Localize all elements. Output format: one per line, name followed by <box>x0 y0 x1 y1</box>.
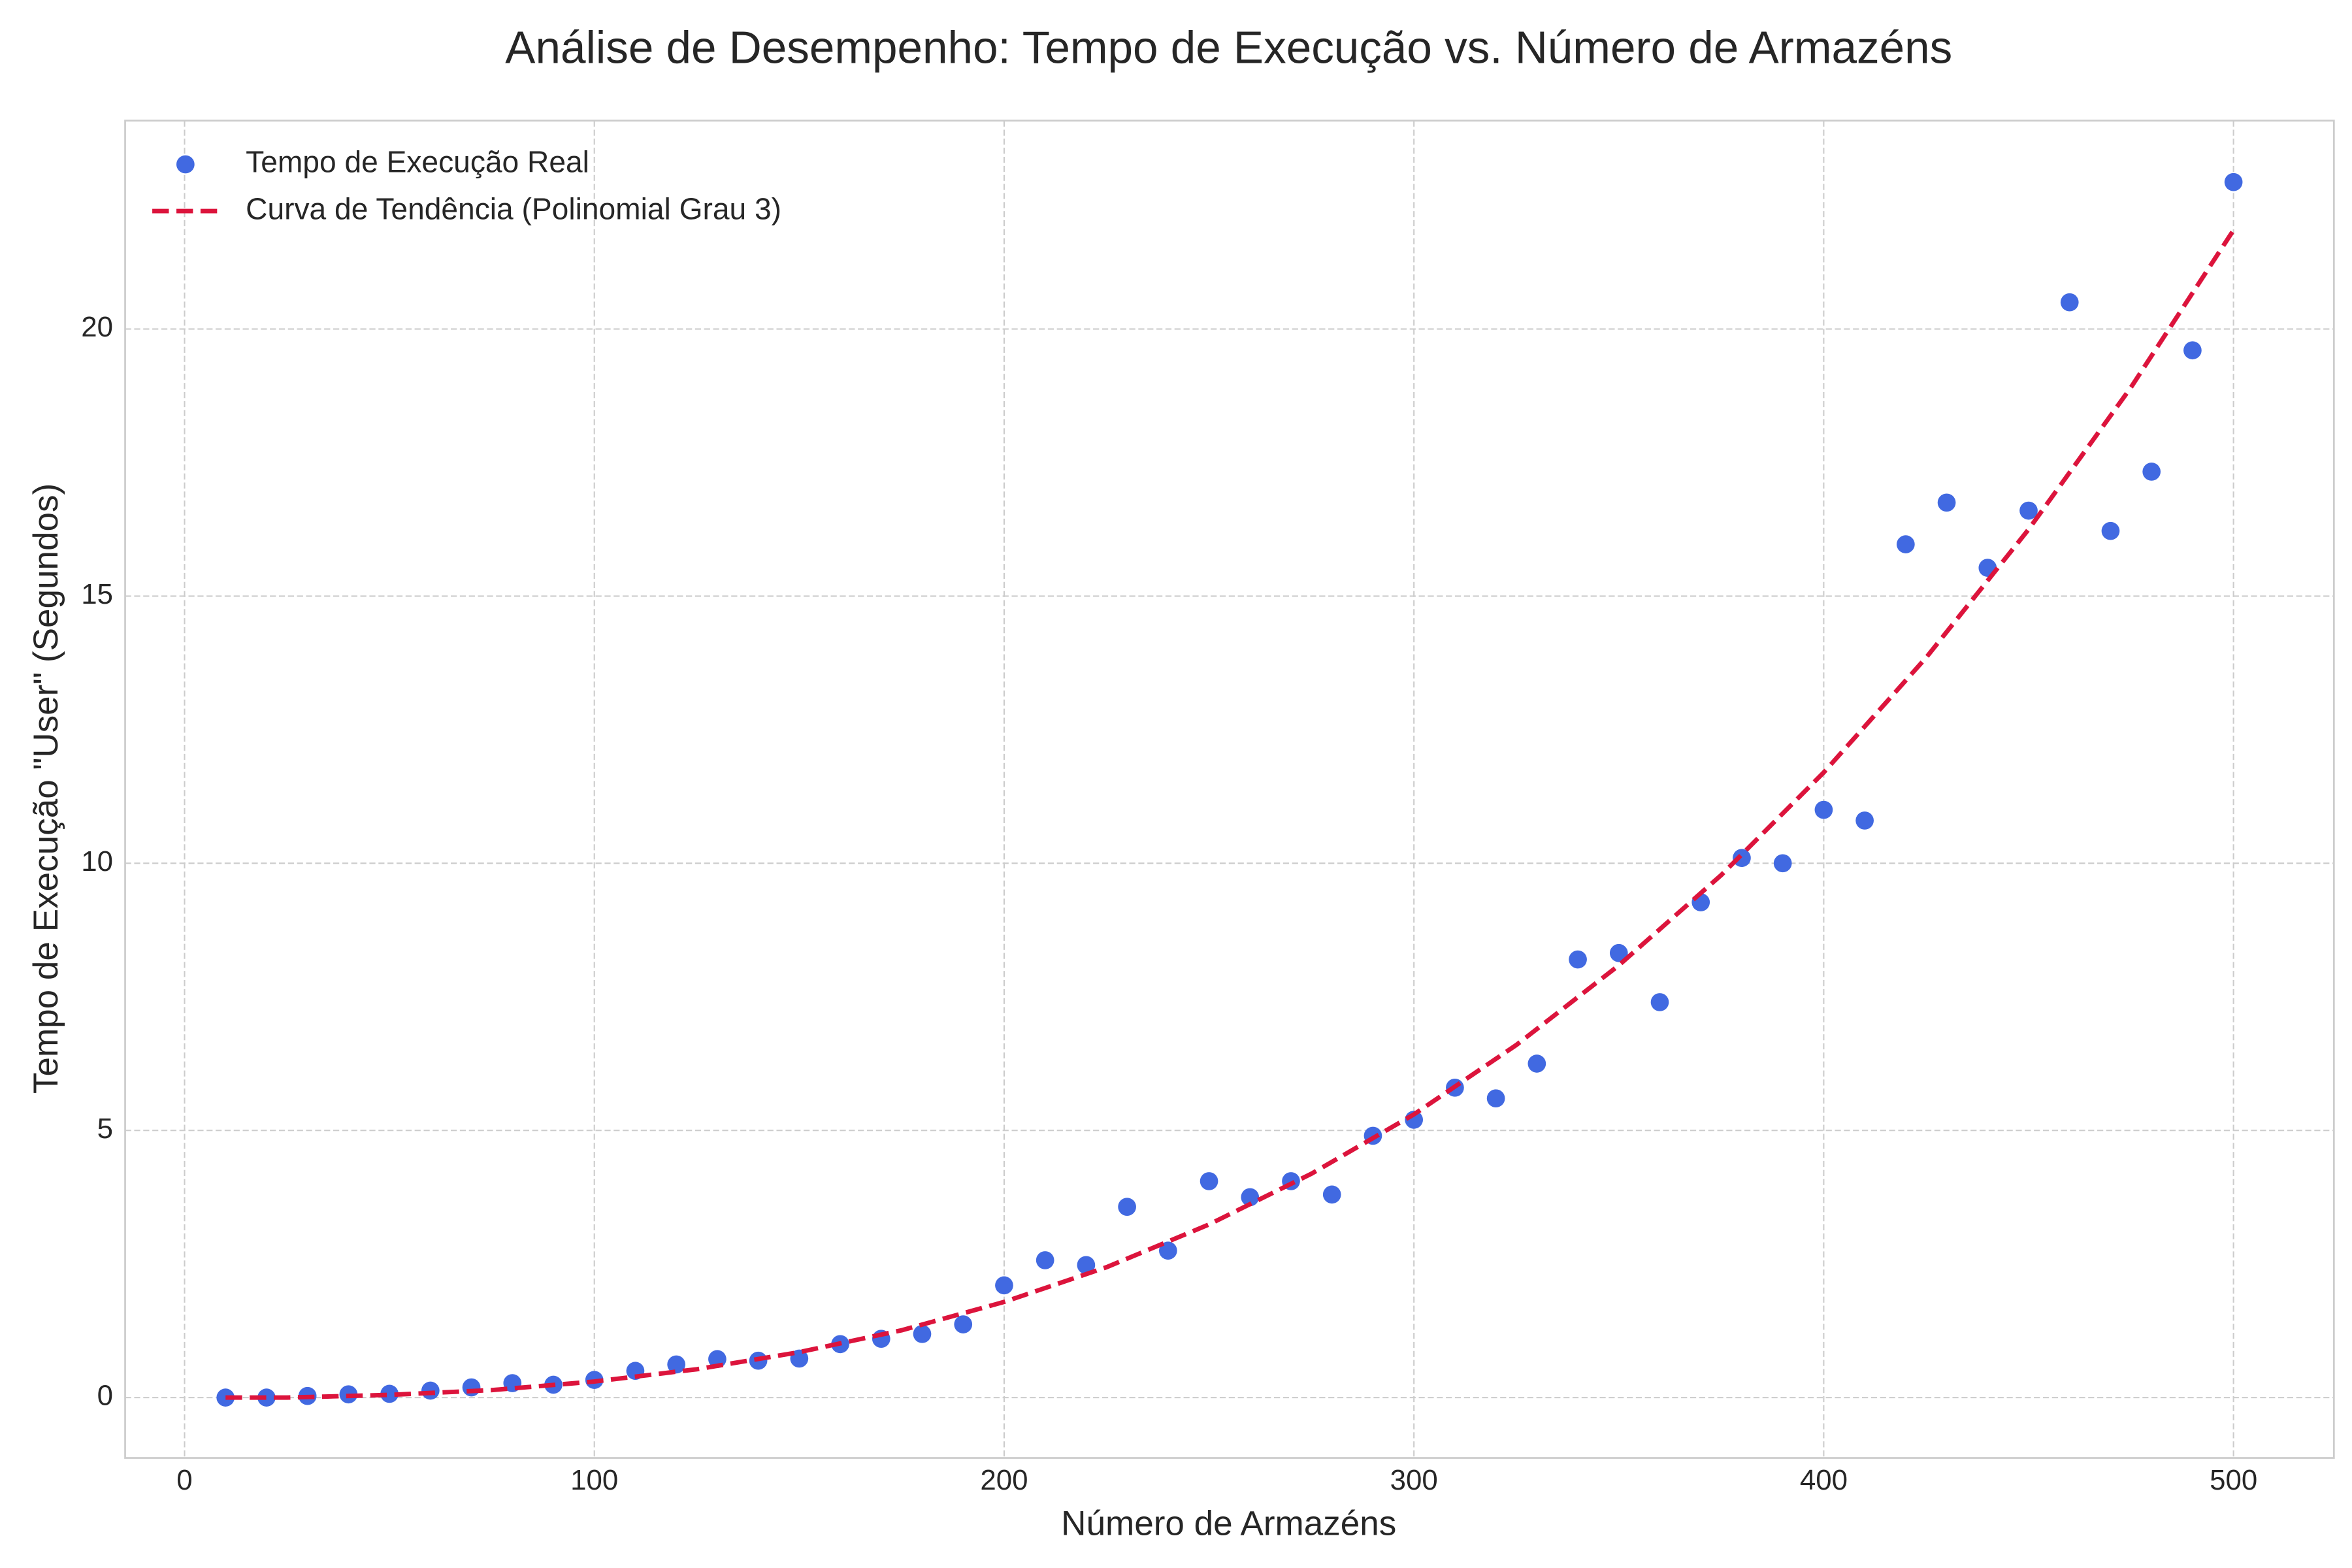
trend-line <box>225 229 2236 1400</box>
y-tick-label: 5 <box>97 1113 113 1145</box>
scatter-point <box>913 1324 932 1343</box>
y-tick-label: 10 <box>81 845 113 877</box>
y-tick-label: 20 <box>81 311 113 343</box>
scatter-point <box>2019 501 2038 520</box>
scatter-point <box>1200 1172 1218 1190</box>
scatter-point <box>1609 943 1628 962</box>
legend-label: Curva de Tendência (Polinomial Grau 3) <box>246 191 781 225</box>
x-axis-label: Número de Armazéns <box>1061 1504 1396 1543</box>
x-tick-label: 100 <box>570 1464 618 1496</box>
x-tick-label: 400 <box>1800 1464 1848 1496</box>
legend-label: Tempo de Execução Real <box>246 145 589 179</box>
scatter-point <box>2060 293 2079 312</box>
scatter-point <box>1569 950 1587 969</box>
scatter-point <box>1322 1185 1341 1204</box>
scatter-point <box>790 1349 809 1368</box>
scatter-point <box>216 1388 235 1407</box>
scatter-point <box>1241 1188 1260 1207</box>
scatter-point <box>1773 854 1792 873</box>
scatter-point <box>421 1381 440 1400</box>
x-tick-label: 0 <box>176 1464 192 1496</box>
scatter-point <box>1733 849 1751 868</box>
x-tick-label: 200 <box>980 1464 1028 1496</box>
scatter-point <box>1486 1089 1505 1108</box>
scatter-point <box>1897 535 1915 553</box>
scatter-point <box>1650 993 1669 1011</box>
scatter-point <box>380 1384 399 1403</box>
scatter-point <box>462 1378 481 1397</box>
x-tick-label: 300 <box>1390 1464 1438 1496</box>
scatter-point <box>1158 1241 1177 1260</box>
chart-title: Análise de Desempenho: Tempo de Execução… <box>505 22 1952 73</box>
scatter-point <box>1077 1256 1096 1275</box>
scatter-point <box>954 1315 973 1333</box>
scatter-point <box>2224 172 2243 191</box>
scatter-point <box>2101 521 2120 540</box>
scatter-point <box>995 1276 1013 1295</box>
x-tick-label: 500 <box>2210 1464 2257 1496</box>
scatter-point <box>1855 811 1874 830</box>
plot-frame <box>124 120 2335 1459</box>
scatter-point <box>1118 1198 1136 1217</box>
scatter-point <box>2142 463 2161 481</box>
scatter-point <box>1527 1054 1546 1073</box>
y-tick-label: 15 <box>81 578 113 610</box>
scatter-point <box>1937 493 1956 512</box>
scatter-point <box>1814 800 1833 819</box>
scatter-point <box>1036 1251 1054 1269</box>
y-axis-label: Tempo de Execução "User" (Segundos) <box>27 483 65 1094</box>
scatter-point <box>257 1388 276 1407</box>
scatter-point <box>2183 341 2202 360</box>
legend-marker <box>176 155 195 174</box>
y-tick-label: 0 <box>97 1380 113 1412</box>
scatter-point <box>667 1355 686 1374</box>
